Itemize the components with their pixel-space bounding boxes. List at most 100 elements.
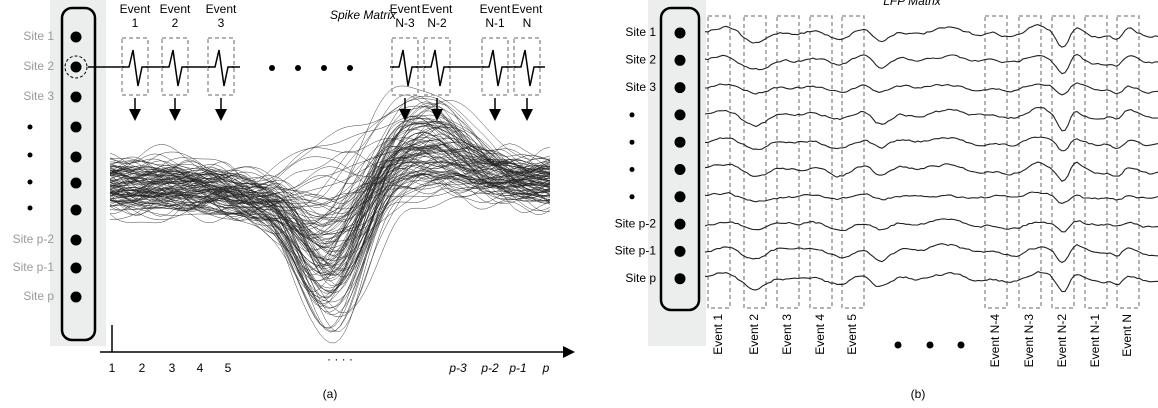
electrode [70, 177, 82, 189]
waveform [109, 133, 551, 303]
electrode [674, 82, 686, 94]
bullet [957, 341, 965, 349]
bullet [629, 167, 635, 172]
site-label: Site p [625, 271, 656, 285]
event-box [1116, 15, 1140, 309]
tissue-image [50, 0, 106, 346]
waveform [109, 178, 551, 267]
site-label: Site p-1 [13, 260, 55, 274]
waveform [109, 172, 551, 309]
bullet [629, 112, 635, 118]
bullet [926, 341, 934, 349]
electrode [674, 273, 686, 285]
gap [240, 60, 390, 74]
panel-b-title: LFP Matrix [883, 0, 942, 8]
site-label: Site p [23, 289, 54, 303]
site-label: Site p-2 [615, 216, 657, 230]
event-label: Event 2 [160, 2, 191, 30]
bullet [27, 205, 33, 211]
x-tick-label: p [542, 361, 550, 375]
waveform [109, 188, 551, 253]
event-box [776, 15, 800, 309]
waveform [109, 127, 551, 231]
event-box [841, 15, 865, 309]
event-label: Event 4 [813, 314, 827, 355]
probe [659, 6, 701, 312]
bullet [321, 65, 327, 71]
electrode-dots [70, 31, 82, 303]
electrode [70, 291, 82, 303]
bullet [269, 65, 275, 71]
waveform [109, 173, 551, 294]
electrode [70, 151, 82, 163]
event-label: Event 2 [747, 314, 761, 355]
event-box [1051, 15, 1075, 309]
event-label: Event N [512, 2, 543, 30]
x-tick-label: 3 [169, 361, 176, 375]
panel-a-title: Spike Matrix [330, 8, 397, 22]
lfp-traces [704, 15, 1158, 309]
spike [162, 49, 188, 87]
waveform [109, 164, 551, 253]
lfp-trace [704, 53, 1158, 75]
waveform [109, 165, 551, 266]
waveform [109, 154, 551, 261]
lfp-trace [704, 243, 1158, 264]
event-label: Event N-1 [1088, 314, 1102, 368]
electrode [674, 109, 686, 121]
waveform [109, 173, 551, 333]
x-tick-label: p-1 [508, 361, 526, 375]
event-label: Event N-3 [390, 2, 421, 30]
lfp-trace [704, 161, 1158, 182]
waveform [109, 149, 551, 315]
waveform [109, 115, 551, 298]
electrode [70, 31, 82, 43]
electrode [674, 191, 686, 203]
waveform [109, 131, 551, 276]
waveform [109, 146, 551, 292]
waveform [109, 148, 551, 308]
waveform [109, 172, 551, 216]
event-label: Event N-1 [480, 2, 511, 30]
bullet [27, 152, 33, 158]
lfp-trace [704, 82, 1158, 96]
event-label: Event N [1120, 314, 1134, 357]
x-tick-label: p-2 [480, 361, 499, 375]
waveform [109, 118, 550, 239]
spike [514, 49, 540, 87]
electrode [70, 204, 82, 216]
site-label: Site 2 [23, 59, 54, 73]
event-box [809, 15, 833, 309]
spike-waveforms [109, 85, 551, 344]
waveform [109, 105, 551, 267]
waveform [109, 139, 550, 270]
event-label: Event 3 [206, 2, 237, 30]
waveform [109, 166, 551, 204]
site-label: Site 3 [23, 89, 54, 103]
spike [482, 49, 508, 87]
waveform [109, 103, 551, 276]
x-tick-label: 2 [139, 361, 146, 375]
electrode [674, 164, 686, 175]
waveform [109, 100, 551, 276]
x-tick-label: 5 [225, 361, 232, 375]
waveform [109, 146, 551, 249]
lfp-trace [705, 136, 1158, 152]
lfp-trace [704, 191, 1158, 204]
x-tick-label: 4 [197, 361, 204, 375]
event-label: Event 1 [120, 2, 151, 30]
electrode [70, 262, 82, 274]
event-label: Event N-2 [1055, 314, 1069, 368]
lfp-trace [704, 106, 1158, 132]
waveform [109, 114, 551, 256]
electrode [70, 91, 82, 103]
waveform [109, 110, 551, 252]
waveform [109, 145, 551, 239]
waveform [109, 150, 551, 204]
electrode [70, 234, 82, 246]
bullet [27, 124, 33, 130]
electrode [674, 27, 686, 39]
spike [392, 49, 418, 87]
event-box [1084, 15, 1108, 309]
